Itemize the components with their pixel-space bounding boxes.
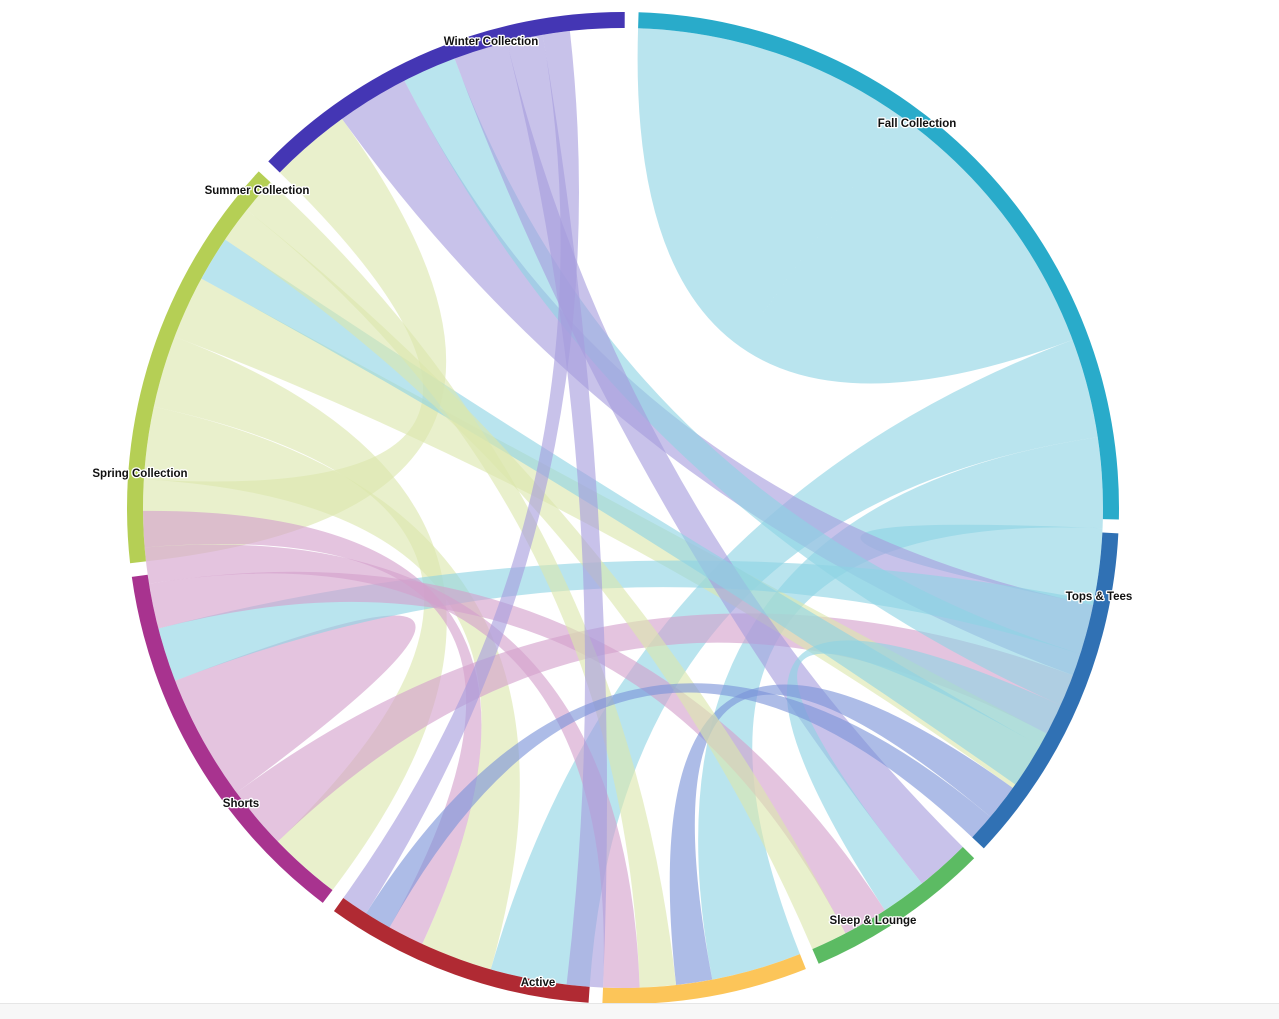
chord-group-label: Tops & Tees — [1066, 591, 1133, 603]
chord-ribbon[interactable] — [143, 118, 447, 562]
chord-ribbon[interactable] — [236, 613, 1073, 842]
chord-ribbon[interactable] — [343, 30, 579, 914]
chord-group-arc[interactable] — [131, 574, 333, 903]
chord-group-label: Spring Collection — [92, 468, 187, 480]
chord-group-arc[interactable] — [972, 532, 1119, 849]
chord-ribbon[interactable] — [786, 640, 1061, 911]
chord-group-label: Shorts — [223, 798, 259, 810]
chord-ribbon[interactable] — [366, 683, 991, 928]
window-bottom-strip — [0, 1003, 1279, 1019]
chord-ribbon[interactable] — [404, 58, 1081, 706]
chord-ribbon[interactable] — [175, 615, 416, 793]
chord-ribbon[interactable] — [506, 34, 608, 988]
chord-ribbon[interactable] — [225, 210, 846, 950]
chord-label-layer: Fall Collection Tops & Tees Sleep & Lounge… — [91, 35, 1134, 991]
chord-group-arc[interactable] — [268, 12, 625, 173]
chord-ribbon[interactable] — [637, 28, 1073, 384]
chord-ribbon[interactable] — [454, 42, 963, 884]
chord-group-label: Sleep & Lounge — [830, 915, 917, 927]
chord-group-label: Active — [521, 977, 556, 989]
chord-group-label: Fall Collection — [878, 118, 957, 130]
chord-ribbon[interactable] — [490, 339, 1098, 987]
chord-group-label: Summer Collection — [205, 185, 310, 197]
chord-group-label: Winter Collection — [444, 36, 538, 48]
chord-ribbon[interactable] — [860, 524, 1103, 606]
chord-group-arc[interactable] — [602, 954, 806, 1003]
chord-ribbon[interactable] — [669, 684, 1013, 986]
chord-ribbon[interactable] — [174, 278, 1047, 788]
chord-arc-layer — [127, 12, 1119, 1003]
chord-group-arc[interactable] — [333, 898, 590, 1003]
chord-group-arc[interactable] — [127, 171, 271, 564]
chord-ribbon-layer — [143, 28, 1104, 989]
chord-group-arc[interactable] — [812, 846, 975, 964]
chord-ribbon[interactable] — [144, 544, 640, 989]
